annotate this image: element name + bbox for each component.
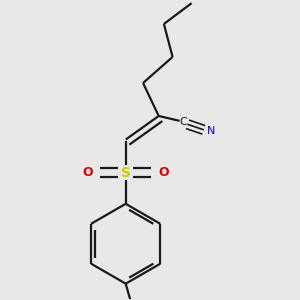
Text: S: S [121, 166, 131, 180]
Text: C: C [179, 117, 187, 127]
Text: O: O [158, 166, 169, 179]
Text: N: N [207, 126, 215, 136]
Text: O: O [83, 166, 93, 179]
